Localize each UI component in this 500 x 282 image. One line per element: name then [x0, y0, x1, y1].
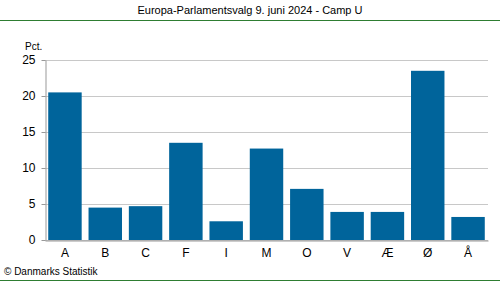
bar [169, 143, 202, 240]
x-tick: B [101, 241, 109, 260]
x-tick: O [302, 241, 311, 260]
y-tick-label: 10 [22, 161, 36, 175]
footer-rule [0, 280, 500, 281]
x-tick-label: C [141, 246, 150, 260]
bar [209, 221, 242, 240]
y-tick-label: 25 [22, 53, 36, 67]
x-tick: I [225, 241, 228, 260]
bar [451, 217, 484, 240]
bar [371, 212, 404, 240]
header-rule [0, 20, 500, 21]
bar [89, 208, 122, 240]
y-tick-mark [42, 96, 46, 97]
bar [330, 212, 363, 240]
y-axis: 0 5 10 15 20 25 [22, 53, 46, 247]
bar [48, 92, 81, 240]
x-tick-label: O [302, 246, 311, 260]
title: Europa-Parlamentsvalg 9. juni 2024 - Cam… [137, 4, 362, 16]
x-tick-label: Æ [381, 246, 393, 260]
x-tick: C [141, 241, 150, 260]
y-tick-mark [42, 168, 46, 169]
x-tick: F [182, 241, 189, 260]
x-tick-label: Å [464, 245, 472, 260]
x-tick: V [343, 241, 351, 260]
chart: Europa-Parlamentsvalg 9. juni 2024 - Cam… [0, 0, 500, 282]
x-tick-label: V [343, 246, 351, 260]
y-tick-label: 0 [29, 233, 36, 247]
y-tick: 25 [22, 53, 45, 67]
x-tick-label: I [225, 246, 228, 260]
bar [250, 149, 283, 240]
y-axis-line [46, 61, 47, 241]
y-tick: 0 [29, 233, 46, 247]
y-tick: 10 [22, 161, 45, 175]
bar [290, 189, 323, 240]
y-tick-label: 15 [22, 125, 36, 139]
x-tick: Ø [423, 241, 432, 260]
y-tick-mark [42, 132, 46, 133]
y-tick-mark [42, 60, 46, 61]
bars [48, 71, 485, 240]
x-tick: A [61, 241, 69, 260]
x-tick: M [262, 241, 272, 260]
x-axis-line [46, 241, 489, 242]
y-tick-mark [42, 204, 46, 205]
grid [45, 61, 488, 241]
source: © Danmarks Statistik [4, 266, 99, 277]
bar [411, 71, 444, 240]
x-tick: Æ [381, 241, 393, 260]
y-tick: 15 [22, 125, 45, 139]
grid-line [45, 60, 488, 61]
grid-line [45, 240, 488, 241]
x-tick-label: A [61, 246, 69, 260]
x-tick-label: Ø [423, 246, 432, 260]
y-axis-label: Pct. [25, 41, 42, 52]
y-tick-label: 5 [29, 197, 36, 211]
x-axis: ABCFIMOVÆØÅ [46, 241, 489, 260]
y-tick: 5 [29, 197, 46, 211]
x-tick: Å [464, 241, 472, 260]
y-tick: 20 [22, 89, 45, 103]
y-tick-mark [42, 240, 46, 241]
y-tick-label: 20 [22, 89, 36, 103]
x-tick-label: M [262, 246, 272, 260]
x-tick-label: F [182, 246, 189, 260]
bar [129, 206, 162, 240]
x-tick-label: B [101, 246, 109, 260]
plot: 0 5 10 15 20 25 A B C F I M O V Æ Ø Å [22, 53, 488, 259]
